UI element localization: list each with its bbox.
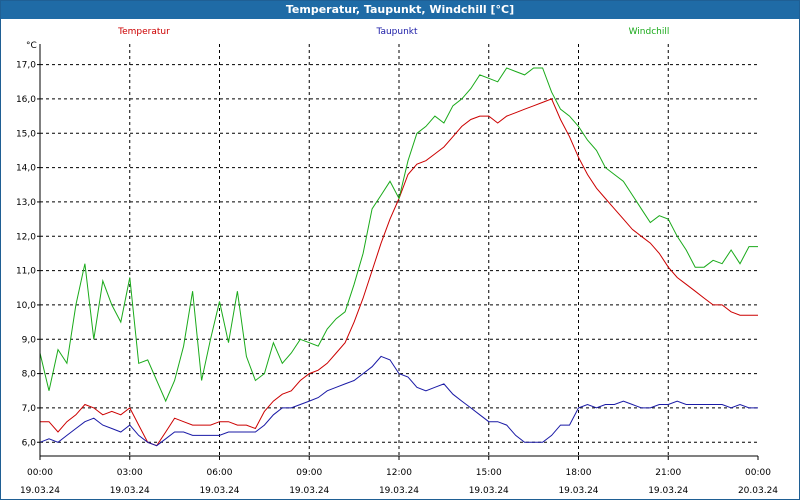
legend: Temperatur Taupunkt Windchill xyxy=(117,27,669,37)
x-tick-date: 19.03.24 xyxy=(20,486,60,496)
legend-entry-temperatur: Temperatur xyxy=(117,27,170,37)
y-tick-label: 12,0 xyxy=(16,232,36,242)
y-tick-label: 8,0 xyxy=(22,370,37,380)
x-tick-time: 03:00 xyxy=(117,468,143,478)
x-tick-date: 19.03.24 xyxy=(558,486,598,496)
x-tick-date: 19.03.24 xyxy=(469,486,509,496)
y-axis-unit-label: °C xyxy=(26,41,37,51)
y-tick-label: 13,0 xyxy=(16,198,36,208)
x-tick-date: 19.03.24 xyxy=(379,486,419,496)
grid-lines xyxy=(40,44,758,456)
y-tick-label: 9,0 xyxy=(22,335,37,345)
axes: °C xyxy=(26,41,759,460)
series-lines xyxy=(39,67,758,447)
series-line-windchill xyxy=(39,67,758,403)
y-tick-label: 11,0 xyxy=(16,267,36,277)
x-tick-time: 12:00 xyxy=(386,468,412,478)
x-tick-time: 00:00 xyxy=(27,468,53,478)
x-tick-time: 18:00 xyxy=(566,468,592,478)
y-tick-label: 14,0 xyxy=(16,164,36,174)
chart-title: Temperatur, Taupunkt, Windchill [°C] xyxy=(1,1,799,19)
x-tick-time: 00:00 xyxy=(745,468,771,478)
x-tick-date: 19.03.24 xyxy=(110,486,150,496)
y-tick-label: 10,0 xyxy=(16,301,36,311)
x-tick-time: 21:00 xyxy=(655,468,681,478)
y-tick-label: 6,0 xyxy=(22,438,37,448)
y-tick-label: 17,0 xyxy=(16,61,36,71)
x-tick-time: 06:00 xyxy=(207,468,233,478)
legend-entry-taupunkt: Taupunkt xyxy=(375,27,418,37)
x-tick-time: 15:00 xyxy=(476,468,502,478)
x-tick-date: 19.03.24 xyxy=(199,486,239,496)
series-line-taupunkt xyxy=(39,355,758,447)
x-tick-time: 09:00 xyxy=(296,468,322,478)
legend-entry-windchill: Windchill xyxy=(629,27,670,37)
x-tick-date: 20.03.24 xyxy=(738,486,778,496)
y-tick-label: 7,0 xyxy=(22,404,37,414)
y-tick-label: 15,0 xyxy=(16,129,36,139)
x-tick-date: 19.03.24 xyxy=(648,486,688,496)
y-tick-label: 16,0 xyxy=(16,95,36,105)
tick-labels: 6,0 7,0 8,0 9,0 10,0 11,0 12,0 13,0 14,0 15,0 16,0… xyxy=(16,61,778,496)
x-tick-date: 19.03.24 xyxy=(289,486,329,496)
